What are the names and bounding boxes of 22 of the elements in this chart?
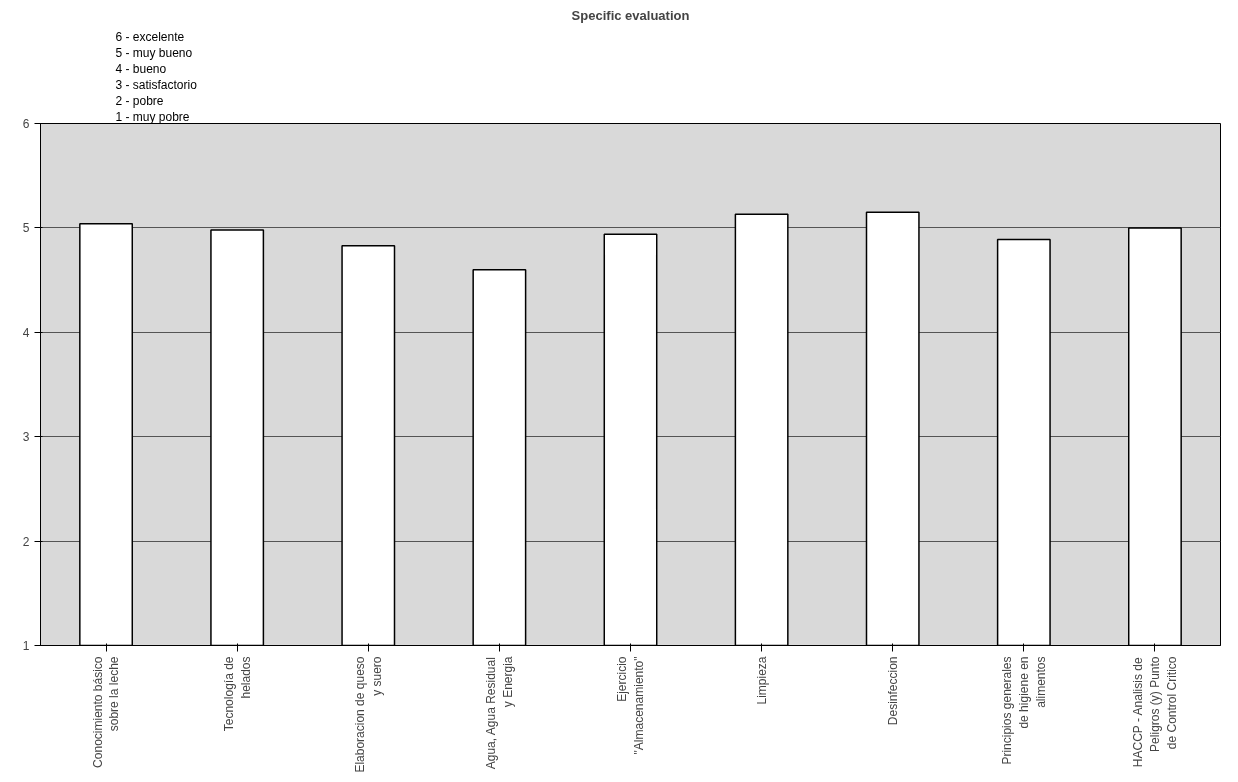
y-tick-label: 5 [22,221,30,236]
text: 2 - pobre [115,93,164,108]
x-tick-label: Ejercicio "Almacenamiento" [615,656,646,755]
text: 5 - muy bueno [115,45,193,60]
annotation: 1 - muy pobre [115,109,190,124]
y-tick-label: 6 [22,117,30,131]
chart-title: Specific evaluation [571,7,690,23]
x-tick-label: Elaboracion de queso y suero [352,656,384,773]
text: 4 - bueno [115,61,167,76]
text: 6 - excelente [115,29,185,44]
x-tick-label: Agua, Agua Residual y Energia [483,656,515,770]
x-tick-label: Conocimiento básico sobre la leche [90,656,122,768]
y-tick-label: 2 [22,534,30,549]
y-tick-label: 4 [22,325,30,340]
x-tick-label: Limpieza [754,656,769,705]
text: 3 - satisfactorio [115,77,198,92]
y-tick-label: 1 [22,639,30,653]
x-tick-label: Desinfeccion [885,656,900,726]
x-tick-label: Principios generales de higiene en alimentos [1000,656,1048,765]
y-tick-label: 3 [22,430,30,445]
x-tick-label: Tecnología de helados [221,656,253,732]
x-tick-label: HACCP - Analisis de Peligros (y) Punto de Control Critico [1131,656,1179,768]
